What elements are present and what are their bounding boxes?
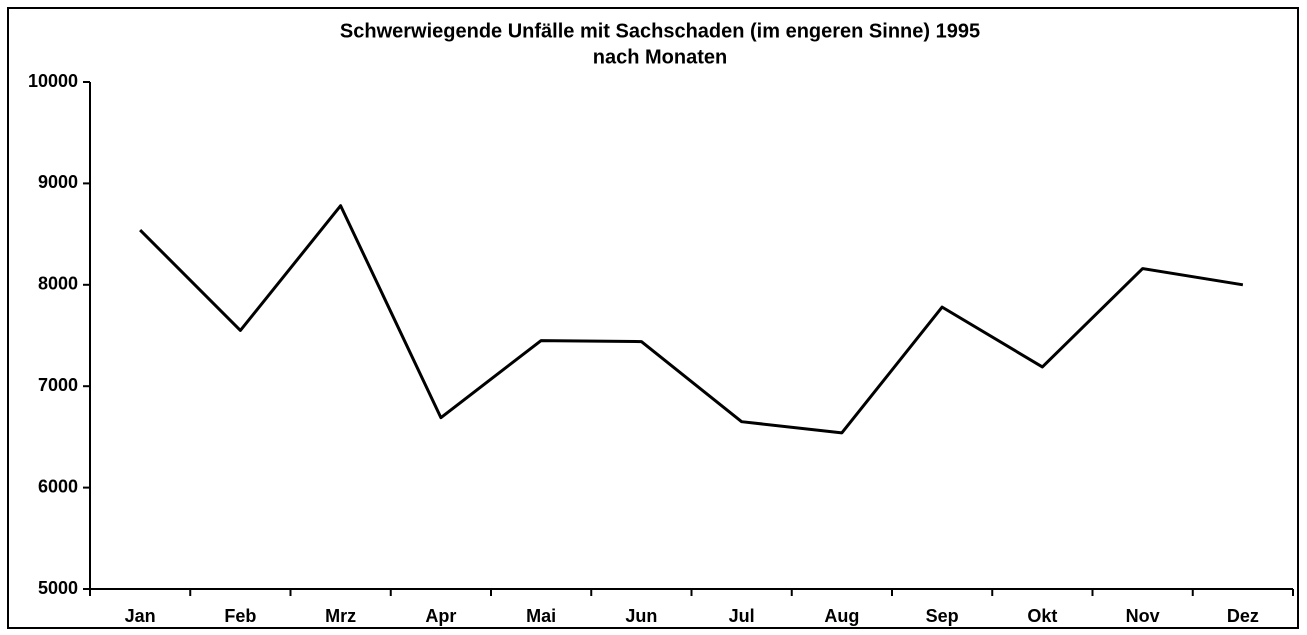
x-tick-label: Nov — [1126, 606, 1160, 626]
chart-subtitle: nach Monaten — [593, 46, 727, 68]
chart-border — [7, 7, 1299, 629]
y-tick-label: 7000 — [38, 375, 78, 395]
y-tick-label: 9000 — [38, 172, 78, 192]
x-tick-label: Dez — [1227, 606, 1259, 626]
x-tick-label: Mrz — [325, 606, 356, 626]
y-tick-label: 6000 — [38, 476, 78, 496]
x-tick-label: Apr — [425, 606, 456, 626]
x-tick-label: Feb — [224, 606, 256, 626]
x-tick-label: Jan — [125, 606, 156, 626]
y-tick-label: 5000 — [38, 578, 78, 598]
x-tick-label: Jul — [729, 606, 755, 626]
x-tick-label: Jun — [625, 606, 657, 626]
chart-title: Schwerwiegende Unfälle mit Sachschaden (… — [340, 20, 980, 42]
y-tick-label: 10000 — [28, 71, 78, 91]
y-tick-label: 8000 — [38, 274, 78, 294]
line — [139, 204, 1244, 435]
x-tick-label: Sep — [926, 606, 959, 626]
x-tick-label: Aug — [824, 606, 859, 626]
x-tick-label: Okt — [1027, 606, 1057, 626]
x-tick-label: Mai — [526, 606, 556, 626]
